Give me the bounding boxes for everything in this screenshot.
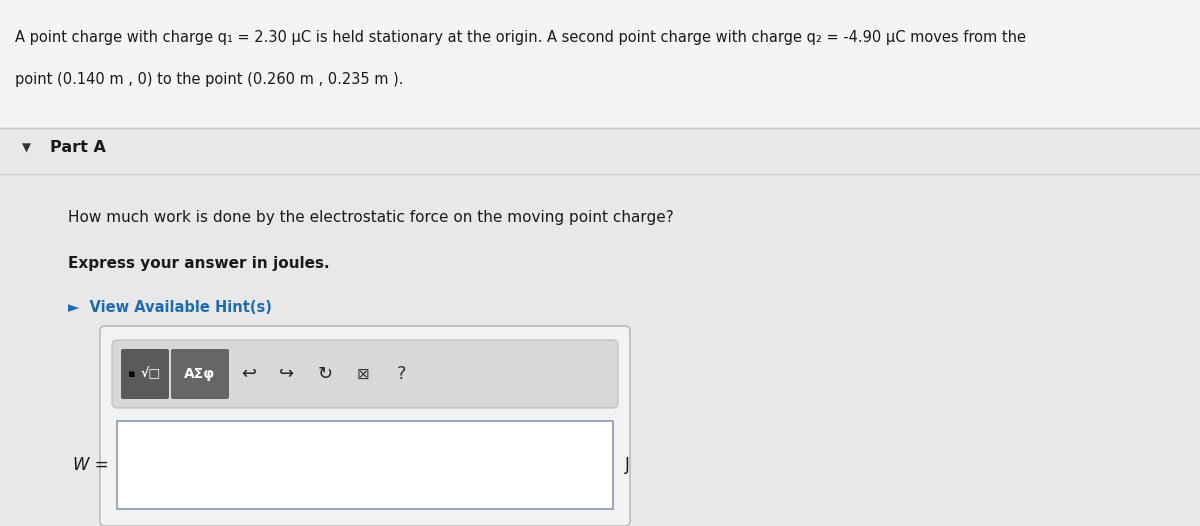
Text: ↻: ↻ — [318, 365, 332, 383]
Text: A point charge with charge q₁ = 2.30 μC is held stationary at the origin. A seco: A point charge with charge q₁ = 2.30 μC … — [14, 30, 1026, 45]
Text: ↩: ↩ — [241, 365, 257, 383]
FancyBboxPatch shape — [100, 326, 630, 526]
Bar — [0, 128, 1200, 526]
FancyBboxPatch shape — [121, 349, 169, 399]
Text: Part A: Part A — [50, 140, 106, 156]
Text: ▪: ▪ — [128, 369, 136, 379]
Text: ?: ? — [396, 365, 406, 383]
Text: Express your answer in joules.: Express your answer in joules. — [68, 256, 330, 271]
Text: √□: √□ — [140, 368, 161, 380]
Bar — [118, 421, 613, 509]
Text: ΑΣφ: ΑΣφ — [185, 367, 216, 381]
Text: ⊠: ⊠ — [356, 367, 370, 381]
Text: ↪: ↪ — [280, 365, 294, 383]
Text: W =: W = — [73, 456, 109, 474]
FancyBboxPatch shape — [172, 349, 229, 399]
Text: point (0.140 m , 0) to the point (0.260 m , 0.235 m ).: point (0.140 m , 0) to the point (0.260 … — [14, 72, 403, 87]
Text: J: J — [625, 456, 630, 474]
FancyBboxPatch shape — [112, 340, 618, 408]
Text: ▼: ▼ — [22, 141, 31, 155]
Text: ►  View Available Hint(s): ► View Available Hint(s) — [68, 300, 272, 315]
Bar — [0, 0, 1200, 128]
Text: How much work is done by the electrostatic force on the moving point charge?: How much work is done by the electrostat… — [68, 210, 673, 225]
